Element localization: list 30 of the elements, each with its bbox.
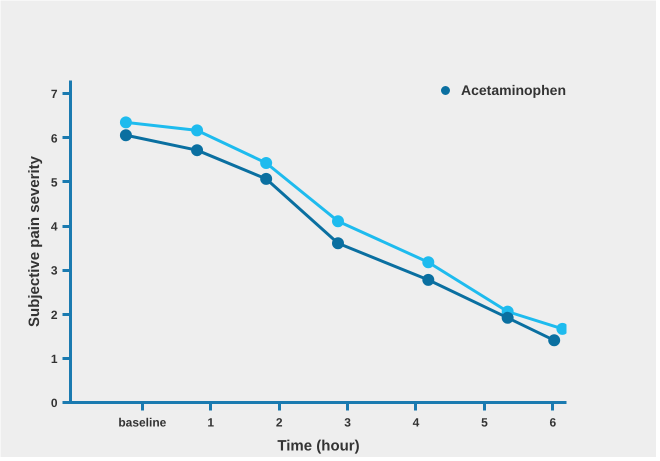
x-tick-label: 5 [481, 416, 488, 430]
y-tick-label: 1 [50, 352, 58, 366]
point [191, 124, 204, 136]
y-tick-label: 2 [50, 308, 58, 322]
point [422, 256, 434, 268]
x-tick-label: 2 [276, 416, 283, 430]
point [191, 144, 204, 156]
y-tick-label: 7 [50, 87, 58, 102]
x-tick-label: baseline [118, 416, 167, 430]
y-tick-label: 4 [50, 220, 58, 234]
point [332, 237, 344, 250]
x-axis-title: Time (hour) [277, 438, 360, 454]
point [260, 172, 272, 185]
point [120, 116, 132, 128]
y-tick-label: 6 [50, 131, 58, 146]
x-tick-label: 4 [412, 416, 420, 430]
legend-label: Acetaminophen [460, 82, 566, 98]
point [422, 274, 434, 286]
point [120, 129, 132, 142]
x-tick-label: 3 [344, 416, 352, 430]
point [502, 312, 514, 324]
y-tick-label: 3 [50, 264, 58, 278]
point [260, 156, 272, 169]
point [332, 215, 344, 228]
point [548, 334, 560, 346]
y-tick-label: 5 [50, 175, 58, 190]
y-tick-label: 0 [50, 396, 58, 410]
y-axis-title: Subjective pain severity [26, 155, 43, 327]
x-tick-label: 6 [549, 416, 556, 430]
x-tick-label: 1 [207, 416, 214, 430]
